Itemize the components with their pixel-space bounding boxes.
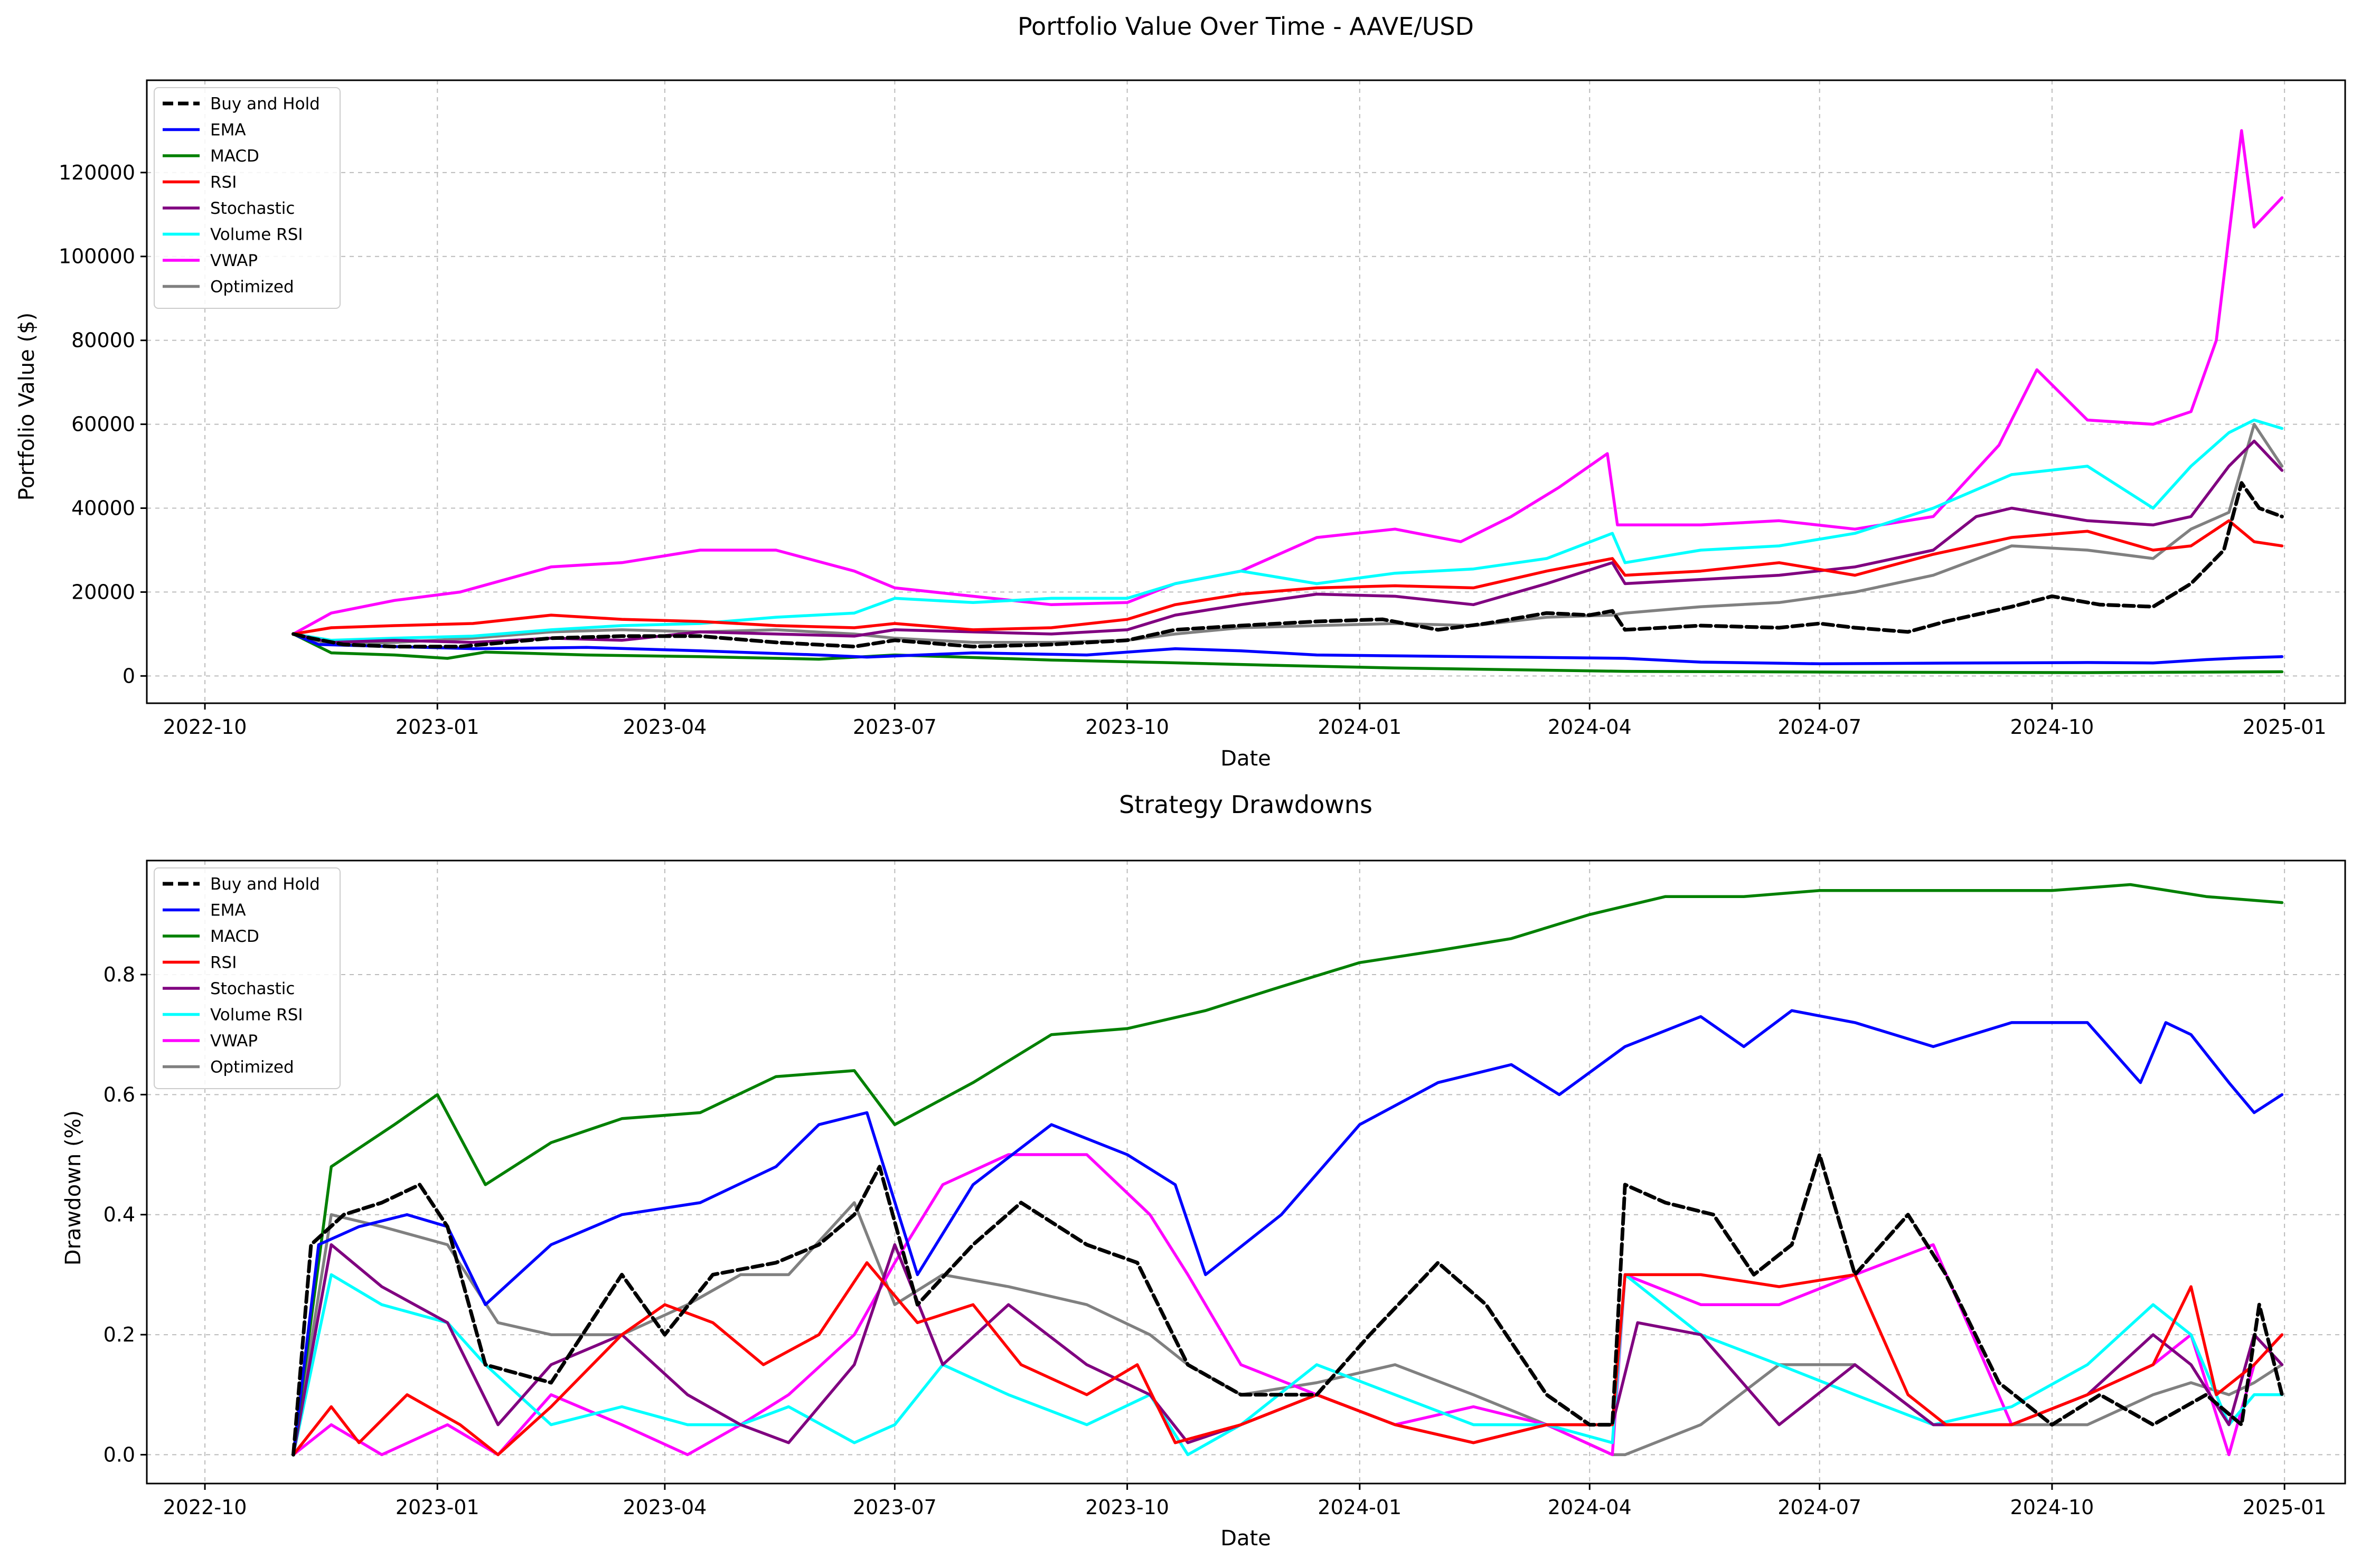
x-axis-label: Date (1220, 747, 1271, 771)
x-tick-label: 2023-10 (1085, 715, 1169, 739)
x-axis-label: Date (1220, 1526, 1271, 1551)
x-tick-label: 2024-01 (1318, 715, 1401, 739)
x-tick-label: 2024-07 (1777, 715, 1861, 739)
y-tick-label: 80000 (71, 329, 135, 352)
x-tick-label: 2022-10 (163, 715, 247, 739)
legend-label: Stochastic (210, 979, 295, 998)
series-line-macd (291, 883, 2284, 1457)
y-tick-label: 60000 (71, 413, 135, 436)
legend-label: VWAP (210, 1032, 258, 1051)
x-tick-label: 2024-01 (1318, 1496, 1401, 1519)
x-tick-label: 2025-01 (2243, 1496, 2327, 1519)
legend-label: VWAP (210, 251, 258, 270)
series-line-ema (291, 632, 2284, 666)
x-tick-label: 2024-10 (2010, 715, 2094, 739)
legend-label: EMA (210, 121, 246, 140)
y-tick-label: 20000 (71, 580, 135, 603)
drawdown-chart: Strategy Drawdowns Date Drawdown (%) 202… (61, 790, 2346, 1551)
series-group (291, 129, 2284, 674)
legend: Buy and Hold EMA MACD RSI Stochastic Volume R… (154, 867, 341, 1089)
x-tick-label: 2024-07 (1777, 1496, 1861, 1519)
chart-title: Portfolio Value Over Time - AAVE/USD (1018, 12, 1474, 41)
y-tick-label: 0.4 (104, 1203, 135, 1226)
legend-label: RSI (210, 953, 237, 972)
x-tick-label: 2023-07 (853, 715, 937, 739)
series-line-buy-and-hold (291, 1153, 2284, 1457)
series-line-volume-rsi (291, 418, 2284, 642)
x-tick-label: 2022-10 (163, 1496, 247, 1519)
y-tick-label: 0.0 (104, 1443, 135, 1466)
legend-label: MACD (210, 927, 259, 946)
x-tick-label: 2023-04 (623, 1496, 707, 1519)
x-tick-label: 2023-01 (396, 1496, 479, 1519)
y-tick-label: 0.8 (104, 963, 135, 986)
legend-box (154, 87, 341, 309)
series-group (291, 883, 2284, 1457)
series-line-vwap (291, 129, 2284, 636)
y-tick-label: 0.6 (104, 1083, 135, 1106)
y-tick-label: 0 (123, 664, 135, 687)
x-tick-label: 2023-10 (1085, 1496, 1169, 1519)
y-tick-label: 120000 (59, 161, 135, 184)
plot-frame (146, 859, 2346, 1485)
portfolio-value-chart: Portfolio Value Over Time - AAVE/USD Dat… (15, 12, 2346, 771)
series-line-optimized (291, 422, 2284, 646)
legend-label: Volume RSI (210, 1006, 303, 1025)
legend-label: Optimized (210, 1058, 294, 1077)
legend-label: MACD (210, 147, 259, 166)
x-tick-label: 2023-07 (853, 1496, 937, 1519)
legend-label: Buy and Hold (210, 95, 320, 114)
legend: Buy and Hold EMA MACD RSI Stochastic Volume R… (154, 87, 341, 309)
series-line-rsi (291, 519, 2284, 636)
y-axis-label: Drawdown (%) (61, 1110, 86, 1265)
series-line-rsi (291, 1261, 2284, 1457)
series-line-ema (291, 1009, 2284, 1457)
x-tick-label: 2025-01 (2243, 715, 2327, 739)
x-tick-label: 2024-04 (1548, 1496, 1632, 1519)
y-tick-label: 0.2 (104, 1323, 135, 1346)
x-tick-label: 2024-04 (1548, 715, 1632, 739)
legend-label: RSI (210, 173, 237, 192)
chart-title: Strategy Drawdowns (1119, 790, 1372, 819)
legend-box (154, 867, 341, 1089)
y-tick-label: 100000 (59, 245, 135, 268)
x-tick-label: 2023-04 (623, 715, 707, 739)
legend-label: EMA (210, 901, 246, 920)
legend-label: Stochastic (210, 199, 295, 218)
y-tick-label: 40000 (71, 497, 135, 520)
legend-label: Optimized (210, 278, 294, 297)
x-tick-label: 2024-10 (2010, 1496, 2094, 1519)
x-tick-label: 2023-01 (396, 715, 479, 739)
series-line-buy-and-hold (291, 481, 2284, 649)
legend-label: Volume RSI (210, 225, 303, 244)
legend-label: Buy and Hold (210, 875, 320, 894)
plot-frame (146, 79, 2346, 704)
y-axis-label: Portfolio Value ($) (15, 313, 39, 500)
